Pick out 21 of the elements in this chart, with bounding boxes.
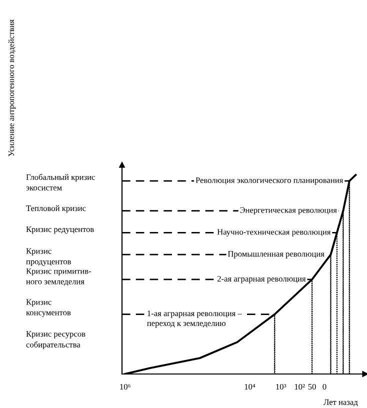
x-tick-label: 10⁶	[120, 384, 130, 390]
text: Кризис продуцентов	[26, 248, 71, 266]
x-tick-label: 10⁴	[244, 384, 256, 390]
ref-line-label: Научно-техническая революция	[217, 229, 331, 236]
ref-line-label: 2-ая аграрная революция	[217, 276, 306, 284]
ref-line-label: Промышленная революция	[228, 251, 324, 258]
text: Усиление антропогенного воздействия	[8, 20, 16, 156]
x-tick-label: 0	[322, 384, 326, 390]
text: Глобальный кризис экосистем	[26, 174, 95, 190]
text: Кризис ресурсов собирательства	[26, 331, 86, 350]
ref-line-label: Революция экологического планирования	[196, 177, 344, 185]
x-tick-label: 10³	[276, 384, 286, 390]
x-axis-title: Лет назад	[324, 399, 358, 406]
ref-line-label: 1-ая аграрная революция – переход к земледелию	[147, 310, 242, 328]
text: Кризис примитив- ного земледелия	[26, 268, 92, 286]
text: Кризис консументов	[26, 299, 71, 318]
text: Кризис редуцентов	[26, 226, 94, 234]
x-tick-label: 50	[308, 384, 316, 390]
ref-line-label: Энергетическая революция	[240, 207, 337, 215]
text: Тепловой кризис	[26, 205, 86, 213]
x-tick-label: 10²	[294, 384, 305, 390]
